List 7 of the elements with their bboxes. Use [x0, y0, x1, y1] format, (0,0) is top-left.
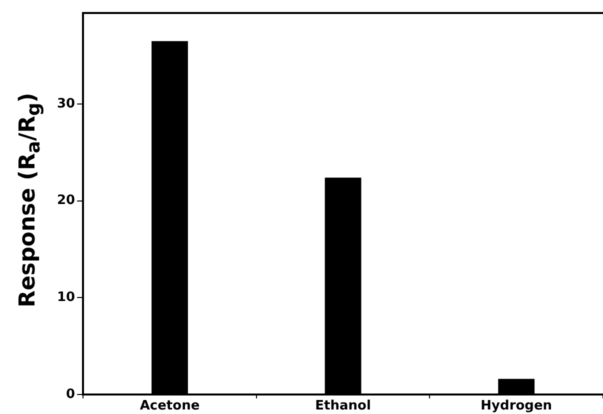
x-tick-label: Ethanol — [315, 398, 371, 414]
x-tick-label: Acetone — [140, 398, 200, 414]
y-tick-label: 30 — [56, 96, 76, 112]
y-tick-label: 0 — [66, 386, 76, 402]
y-tick-label: 20 — [56, 193, 76, 208]
y-tick-label: 10 — [56, 290, 76, 305]
x-tick-label: Hydrogen — [480, 398, 552, 414]
